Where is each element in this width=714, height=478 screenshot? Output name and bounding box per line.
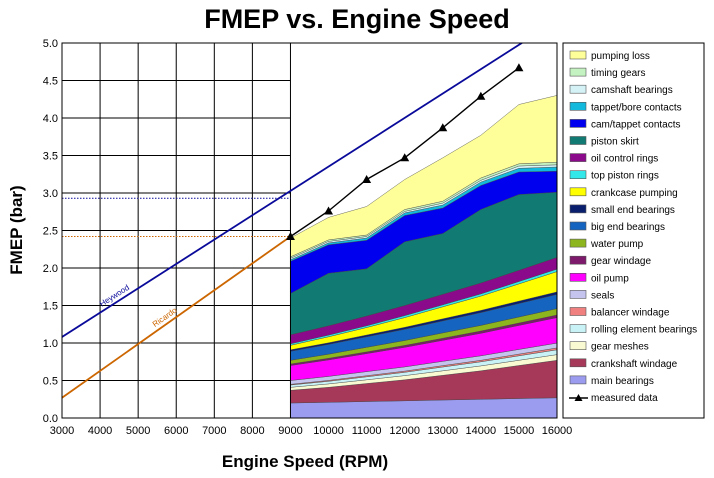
x-axis-title: Engine Speed (RPM) bbox=[222, 452, 388, 471]
legend-swatch bbox=[569, 170, 587, 179]
chart-title: FMEP vs. Engine Speed bbox=[204, 4, 510, 34]
legend-label: camshaft bearings bbox=[591, 85, 673, 96]
y-tick-label: 3.5 bbox=[43, 151, 58, 163]
legend-swatch bbox=[569, 187, 587, 197]
y-tick-label: 0.0 bbox=[43, 413, 58, 425]
legend-swatch bbox=[569, 136, 587, 145]
legend-swatch bbox=[569, 153, 587, 162]
legend-label: seals bbox=[591, 290, 614, 301]
legend-label: measured data bbox=[591, 393, 658, 404]
x-tick-label: 3000 bbox=[50, 425, 74, 437]
legend-label: crankcase pumping bbox=[591, 188, 678, 199]
x-tick-label: 13000 bbox=[427, 425, 458, 437]
legend-swatch bbox=[569, 204, 587, 214]
legend-swatch bbox=[569, 307, 587, 316]
y-tick-label: 2.0 bbox=[43, 263, 58, 275]
y-axis-title: FMEP (bar) bbox=[7, 185, 26, 274]
y-tick-label: 4.5 bbox=[43, 76, 58, 88]
x-tick-label: 10000 bbox=[313, 425, 344, 437]
area-layer bbox=[290, 95, 557, 418]
legend-label: top piston rings bbox=[591, 171, 659, 182]
x-tick-label: 7000 bbox=[202, 425, 226, 437]
y-tick-label: 1.5 bbox=[43, 301, 58, 313]
legend-label: gear meshes bbox=[591, 342, 649, 353]
measured-point bbox=[324, 206, 334, 215]
x-tick-label: 11000 bbox=[352, 425, 382, 437]
legend-measured-marker bbox=[574, 394, 583, 401]
legend-swatch bbox=[569, 272, 587, 282]
legend-swatch bbox=[569, 375, 587, 385]
x-tick-label: 16000 bbox=[542, 425, 573, 437]
legend-label: oil pump bbox=[591, 273, 629, 284]
legend-swatch bbox=[569, 50, 587, 60]
x-tick-label: 5000 bbox=[126, 425, 150, 437]
y-tick-label: 0.5 bbox=[43, 376, 58, 388]
legend-swatch bbox=[569, 358, 587, 368]
legend: pumping loss timing gears camshaft bearing… bbox=[562, 42, 705, 419]
legend-label: oil control rings bbox=[591, 154, 658, 165]
x-tick-label: 4000 bbox=[88, 425, 112, 437]
legend-label: tappet/bore contacts bbox=[591, 102, 682, 113]
line-layer bbox=[62, 43, 524, 399]
legend-box bbox=[562, 42, 705, 419]
measured-point bbox=[514, 63, 524, 72]
measured-point bbox=[285, 232, 295, 240]
legend-label: gear windage bbox=[591, 256, 651, 267]
legend-swatch bbox=[569, 67, 587, 77]
reference-line-heywood bbox=[62, 43, 524, 338]
plot-frame bbox=[61, 42, 558, 419]
legend-label: pumping loss bbox=[591, 51, 650, 62]
y-tick-label: 3.0 bbox=[43, 188, 58, 200]
legend-label: water pump bbox=[590, 239, 644, 250]
legend-swatch bbox=[569, 255, 587, 265]
legend-label: balancer windage bbox=[591, 308, 670, 319]
x-tick-label: 15000 bbox=[504, 425, 535, 437]
legend-swatch bbox=[569, 102, 587, 111]
legend-swatch bbox=[569, 238, 587, 248]
legend-label: crankshaft windage bbox=[591, 359, 678, 370]
y-tick-label: 1.0 bbox=[43, 338, 58, 350]
legend-label: small end bearings bbox=[591, 205, 675, 216]
x-tick-label: 12000 bbox=[389, 425, 420, 437]
legend-swatch bbox=[569, 324, 587, 333]
legend-swatch bbox=[569, 119, 587, 128]
y-tick-label: 2.5 bbox=[43, 226, 58, 238]
measured-point bbox=[438, 123, 448, 132]
legend-label: big end bearings bbox=[591, 222, 665, 233]
legend-swatch bbox=[569, 341, 587, 351]
area-pumping-loss bbox=[290, 95, 557, 258]
x-tick-label: 8000 bbox=[240, 425, 264, 437]
x-tick-label: 9000 bbox=[278, 425, 302, 437]
measured-point bbox=[476, 91, 486, 100]
legend-label: main bearings bbox=[591, 376, 654, 387]
legend-label: rolling element bearings bbox=[591, 325, 697, 336]
reference-line-ricardo bbox=[62, 235, 291, 399]
legend-label: timing gears bbox=[591, 68, 645, 79]
legend-label: piston skirt bbox=[591, 137, 639, 148]
grid-layer bbox=[62, 43, 291, 418]
y-tick-label: 5.0 bbox=[43, 38, 58, 50]
legend-label: cam/tappet contacts bbox=[591, 119, 681, 130]
measured-point bbox=[400, 153, 410, 162]
y-tick-label: 4.0 bbox=[43, 113, 58, 125]
legend-swatch bbox=[569, 84, 587, 94]
legend-swatch bbox=[569, 290, 587, 299]
x-tick-label: 6000 bbox=[164, 425, 188, 437]
x-tick-label: 14000 bbox=[466, 425, 497, 437]
measured-point bbox=[362, 175, 372, 183]
legend-swatch bbox=[569, 221, 587, 231]
